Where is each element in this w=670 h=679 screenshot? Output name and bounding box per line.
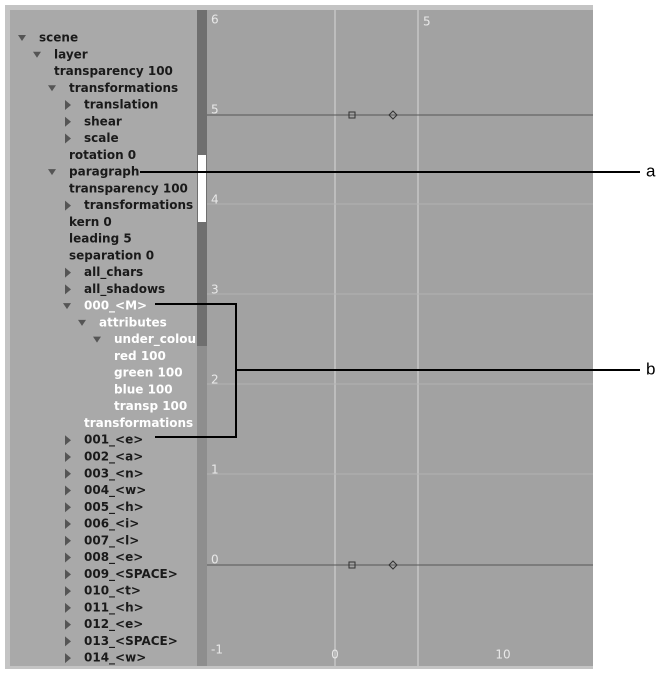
tree-toggle[interactable] bbox=[65, 636, 71, 647]
tree-item[interactable]: 007_<l> bbox=[84, 533, 139, 548]
tree-item[interactable]: 000_<M> bbox=[84, 299, 147, 314]
tree-item[interactable]: scene bbox=[39, 31, 78, 45]
tree-toggle[interactable] bbox=[65, 267, 71, 278]
tree-item[interactable]: 013_<SPACE> bbox=[84, 634, 178, 649]
graph-panel bbox=[207, 10, 593, 666]
tree-item[interactable]: 006_<i> bbox=[84, 517, 139, 532]
x-label: 10 bbox=[495, 648, 510, 662]
y-label: 0 bbox=[211, 553, 219, 567]
tree-toggle[interactable] bbox=[65, 284, 71, 295]
x-label: 0 bbox=[331, 648, 339, 662]
tree-toggle[interactable] bbox=[65, 552, 71, 563]
tree-item[interactable]: 011_<h> bbox=[84, 600, 144, 615]
tree-toggle[interactable] bbox=[65, 200, 71, 211]
x-label: 5 bbox=[423, 15, 431, 29]
tree-item[interactable]: leading 5 bbox=[69, 232, 132, 246]
tree-item[interactable]: 005_<h> bbox=[84, 500, 144, 515]
tree-toggle[interactable] bbox=[78, 319, 86, 326]
keyframe[interactable] bbox=[348, 111, 356, 119]
y-label: 1 bbox=[211, 463, 219, 477]
tree-toggle[interactable] bbox=[65, 485, 71, 496]
tree-item[interactable]: attributes bbox=[99, 315, 167, 329]
tree-toggle[interactable] bbox=[65, 100, 71, 111]
callout-label: a bbox=[646, 161, 656, 180]
y-label: 3 bbox=[211, 283, 219, 297]
tree-item[interactable]: 003_<n> bbox=[84, 466, 144, 481]
tree-toggle[interactable] bbox=[65, 602, 71, 613]
tree-item[interactable]: kern 0 bbox=[69, 215, 112, 229]
tree-item[interactable]: shear bbox=[84, 114, 122, 128]
tree-toggle[interactable] bbox=[65, 452, 71, 462]
tree-item[interactable]: transformations 0 bbox=[84, 416, 206, 430]
tree-toggle[interactable] bbox=[48, 169, 56, 176]
callouts bbox=[140, 171, 640, 438]
tree-item[interactable]: translation bbox=[84, 98, 158, 112]
tree-toggle[interactable] bbox=[48, 85, 56, 92]
y-label: 4 bbox=[211, 193, 219, 207]
tree-toggle[interactable] bbox=[65, 133, 71, 144]
tree-toggle[interactable] bbox=[33, 51, 41, 58]
tree-item[interactable]: 009_<SPACE> bbox=[84, 567, 178, 582]
tree-item[interactable]: scale bbox=[84, 131, 119, 145]
callout-label: b bbox=[646, 359, 655, 378]
tree-item[interactable]: 014_<w> bbox=[84, 651, 146, 666]
tree-item[interactable]: all_chars bbox=[84, 265, 143, 280]
tree-item[interactable]: 010_<t> bbox=[84, 584, 141, 599]
tree-toggle[interactable] bbox=[65, 502, 71, 513]
y-label: 5 bbox=[211, 103, 219, 117]
tree-item[interactable]: transparency 100 bbox=[69, 181, 188, 195]
tree-item[interactable]: rotation 0 bbox=[69, 148, 136, 162]
tree-item[interactable]: transp 100 bbox=[114, 399, 187, 413]
tree-toggle[interactable] bbox=[65, 569, 71, 580]
tree-item[interactable]: green 100 bbox=[114, 366, 183, 380]
tree-toggle[interactable] bbox=[63, 303, 71, 310]
keyframe[interactable] bbox=[388, 110, 398, 120]
tree-item[interactable]: red 100 bbox=[114, 349, 166, 363]
tree-item[interactable]: 012_<e> bbox=[84, 617, 143, 632]
tree-toggle[interactable] bbox=[65, 586, 71, 597]
tree-toggle[interactable] bbox=[65, 653, 71, 664]
tree-item[interactable]: all_shadows bbox=[84, 282, 165, 297]
tree-item[interactable]: layer bbox=[54, 47, 88, 61]
tree-toggle[interactable] bbox=[65, 619, 71, 630]
tree: scene layer transparency 100 transformation… bbox=[18, 31, 206, 666]
tree-toggle[interactable] bbox=[93, 336, 101, 343]
tree-item[interactable]: 001_<e> bbox=[84, 433, 143, 448]
tree-item[interactable]: separation 0 bbox=[69, 248, 154, 262]
tree-item[interactable]: paragraph bbox=[69, 165, 139, 179]
keyframe[interactable] bbox=[348, 561, 356, 569]
tree-item[interactable]: blue 100 bbox=[114, 382, 173, 396]
y-label: 6 bbox=[211, 13, 219, 27]
y-label: -1 bbox=[211, 643, 223, 657]
tree-item[interactable]: transparency 100 bbox=[54, 64, 173, 78]
keyframe[interactable] bbox=[388, 560, 398, 570]
tree-panel bbox=[10, 10, 197, 666]
tree-item[interactable]: 002_<a> bbox=[84, 450, 143, 465]
tree-toggle[interactable] bbox=[65, 468, 71, 479]
tree-toggle[interactable] bbox=[65, 435, 71, 446]
tree-toggle[interactable] bbox=[65, 116, 71, 127]
tree-item[interactable]: transformations bbox=[84, 198, 193, 212]
tree-toggle[interactable] bbox=[65, 535, 71, 546]
y-label: 2 bbox=[211, 373, 219, 387]
tree-toggle[interactable] bbox=[18, 35, 26, 41]
tree-item[interactable]: 004_<w> bbox=[84, 483, 146, 498]
scrollbar-thumb[interactable] bbox=[198, 155, 206, 222]
tree-toggle[interactable] bbox=[65, 519, 71, 530]
tree-item[interactable]: transformations bbox=[69, 81, 178, 95]
tree-item[interactable]: 008_<e> bbox=[84, 550, 143, 565]
tree-item[interactable]: under_colour bbox=[114, 332, 202, 347]
